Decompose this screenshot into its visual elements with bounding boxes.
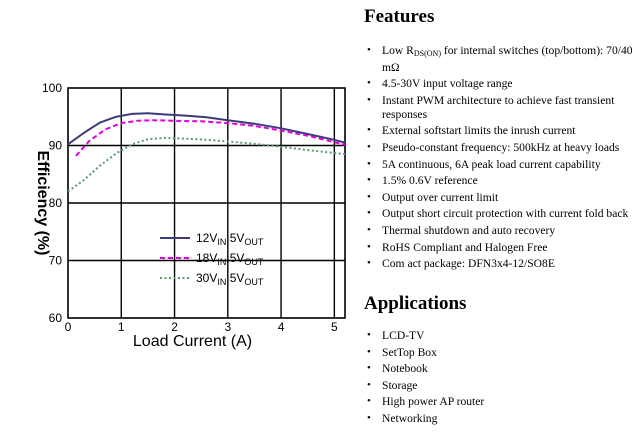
y-tick-label: 100 [42,81,62,95]
feature-text-pre: Low R [382,44,414,57]
application-item: Networking [364,412,638,426]
series-line [75,119,346,157]
feature-item: External softstart limits the inrush cur… [364,124,638,138]
feature-item: Output short circuit protection with cur… [364,207,638,221]
application-item: Notebook [364,362,638,376]
y-tick-label: 80 [49,196,63,210]
x-tick-label: 4 [278,320,285,334]
legend-label: 30VIN,5VOUT [196,271,264,287]
application-item: SetTop Box [364,346,638,360]
x-tick-label: 5 [331,320,338,334]
applications-heading: Applications [364,293,467,314]
application-item: High power AP router [364,395,638,409]
x-axis-label: Load Current (A) [133,333,252,350]
x-tick-label: 1 [118,320,125,334]
feature-item: Instant PWM architecture to achieve fast… [364,94,638,122]
feature-text-post: for internal switches (top/bottom): 70/4… [382,44,633,74]
series-line [67,112,346,146]
feature-item: Pseudo-constant frequency: 500kHz at hea… [364,141,638,155]
feature-text-sub: DS(ON) [413,49,441,58]
features-heading: Features [364,6,435,27]
application-item: Storage [364,379,638,393]
legend-label: 12VIN,5VOUT [196,231,264,247]
feature-item: RoHS Compliant and Halogen Free [364,241,638,255]
efficiency-chart: 0 1 2 3 4 5 100 90 80 70 60 Load Current (A) Efficie… [0,0,352,360]
feature-item: Com act package: DFN3x4-12/SO8E [364,257,638,271]
y-tick-label: 90 [49,139,63,153]
application-item: LCD-TV [364,329,638,343]
y-axis-label: Efficiency (%) [34,151,51,256]
y-tick-label: 70 [49,254,63,268]
feature-item: 5A continuous, 6A peak load current capa… [364,158,638,172]
feature-item: 4.5-30V input voltage range [364,77,638,91]
x-tick-label: 0 [65,320,72,334]
applications-list: LCD-TV SetTop Box Notebook Storage High … [364,329,638,429]
legend-label: 18VIN,5VOUT [196,251,264,267]
series-line [67,136,346,193]
y-tick-label: 60 [49,311,63,325]
feature-item: Low RDS(ON) for internal switches (top/b… [364,44,638,75]
feature-item: Output over current limit [364,191,638,205]
x-tick-label: 3 [224,320,231,334]
efficiency-chart-svg: 0 1 2 3 4 5 100 90 80 70 60 Load Current (A) Efficie… [34,81,346,350]
features-list: Low RDS(ON) for internal switches (top/b… [364,44,638,274]
x-tick-label: 2 [171,320,178,334]
feature-item: 1.5% 0.6V reference [364,174,638,188]
feature-item: Thermal shutdown and auto recovery [364,224,638,238]
